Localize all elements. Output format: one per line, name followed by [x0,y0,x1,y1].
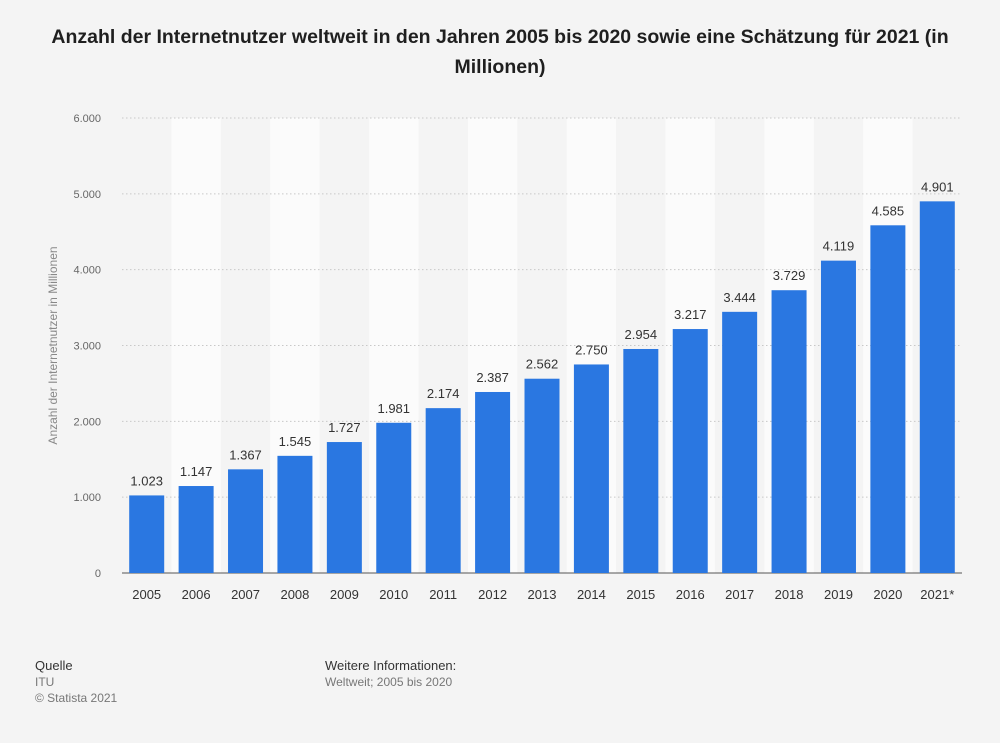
bar-chart: 0 1.000 2.000 3.000 4.000 5.000 6.000 1.023 2005… [46,113,962,602]
data-label: 1.147 [180,464,213,479]
x-tick-label: 2016 [676,587,705,602]
bar [672,329,708,573]
y-tick-label: 0 [95,568,101,580]
info-block: Weitere Informationen: Weltweit; 2005 bi… [325,658,456,690]
data-label: 2.750 [575,342,608,357]
y-tick-label: 5.000 [73,189,101,201]
bar [425,408,461,573]
chart-title: Anzahl der Internetnutzer weltweit in de… [51,26,949,78]
source-value: ITU [35,675,55,689]
x-tick-label: 2017 [725,587,754,602]
bar [129,495,165,573]
bar [277,455,313,573]
x-tick-label: 2007 [231,587,260,602]
bar [919,201,955,574]
data-label: 1.981 [377,401,410,416]
x-tick-label: 2011 [429,587,457,602]
data-label: 1.727 [328,420,361,435]
x-tick-label: 2014 [577,587,606,602]
x-tick-label: 2019 [824,587,853,602]
data-label: 3.729 [773,268,806,283]
x-tick-label: 2021* [920,587,954,602]
bar [326,442,362,573]
bar [573,364,609,573]
x-tick-label: 2013 [528,587,557,602]
y-axis-label: Anzahl der Internetnutzer in Millionen [46,246,60,444]
data-label: 2.174 [427,386,460,401]
copyright: © Statista 2021 [35,691,118,705]
x-tick-label: 2010 [379,587,408,602]
data-label: 2.954 [625,327,658,342]
bar [771,290,807,573]
y-tick-label: 1.000 [73,492,101,504]
data-label: 2.562 [526,357,559,372]
data-label: 3.444 [723,290,756,305]
data-label: 1.367 [229,447,262,462]
data-label: 4.119 [823,239,855,254]
y-tick-label: 3.000 [73,341,101,353]
data-label: 4.585 [872,203,905,218]
info-value: Weltweit; 2005 bis 2020 [325,675,453,689]
info-heading: Weitere Informationen: [325,658,457,673]
data-label: 1.545 [279,434,312,449]
bar [524,378,560,573]
bar [623,348,659,573]
x-tick-label: 2006 [182,587,211,602]
x-tick-label: 2009 [330,587,359,602]
data-label: 2.387 [476,370,509,385]
bar [475,391,511,573]
source-block: Quelle ITU © Statista 2021 [35,658,117,706]
x-tick-label: 2008 [280,587,309,602]
bar [820,260,856,573]
bar [178,486,214,573]
bar [376,422,412,573]
x-tick-label: 2012 [478,587,507,602]
data-label: 3.217 [674,307,707,322]
bar [228,469,264,573]
y-tick-label: 4.000 [73,265,101,277]
x-tick-label: 2020 [873,587,902,602]
bar [870,225,906,573]
data-label: 4.901 [921,179,954,194]
y-tick-label: 2.000 [73,416,101,428]
data-label: 1.023 [130,473,163,488]
source-heading: Quelle [35,658,73,673]
y-tick-label: 6.000 [73,113,101,125]
x-tick-label: 2005 [132,587,161,602]
x-tick-label: 2018 [775,587,804,602]
x-tick-label: 2015 [626,587,655,602]
bar [722,311,758,573]
